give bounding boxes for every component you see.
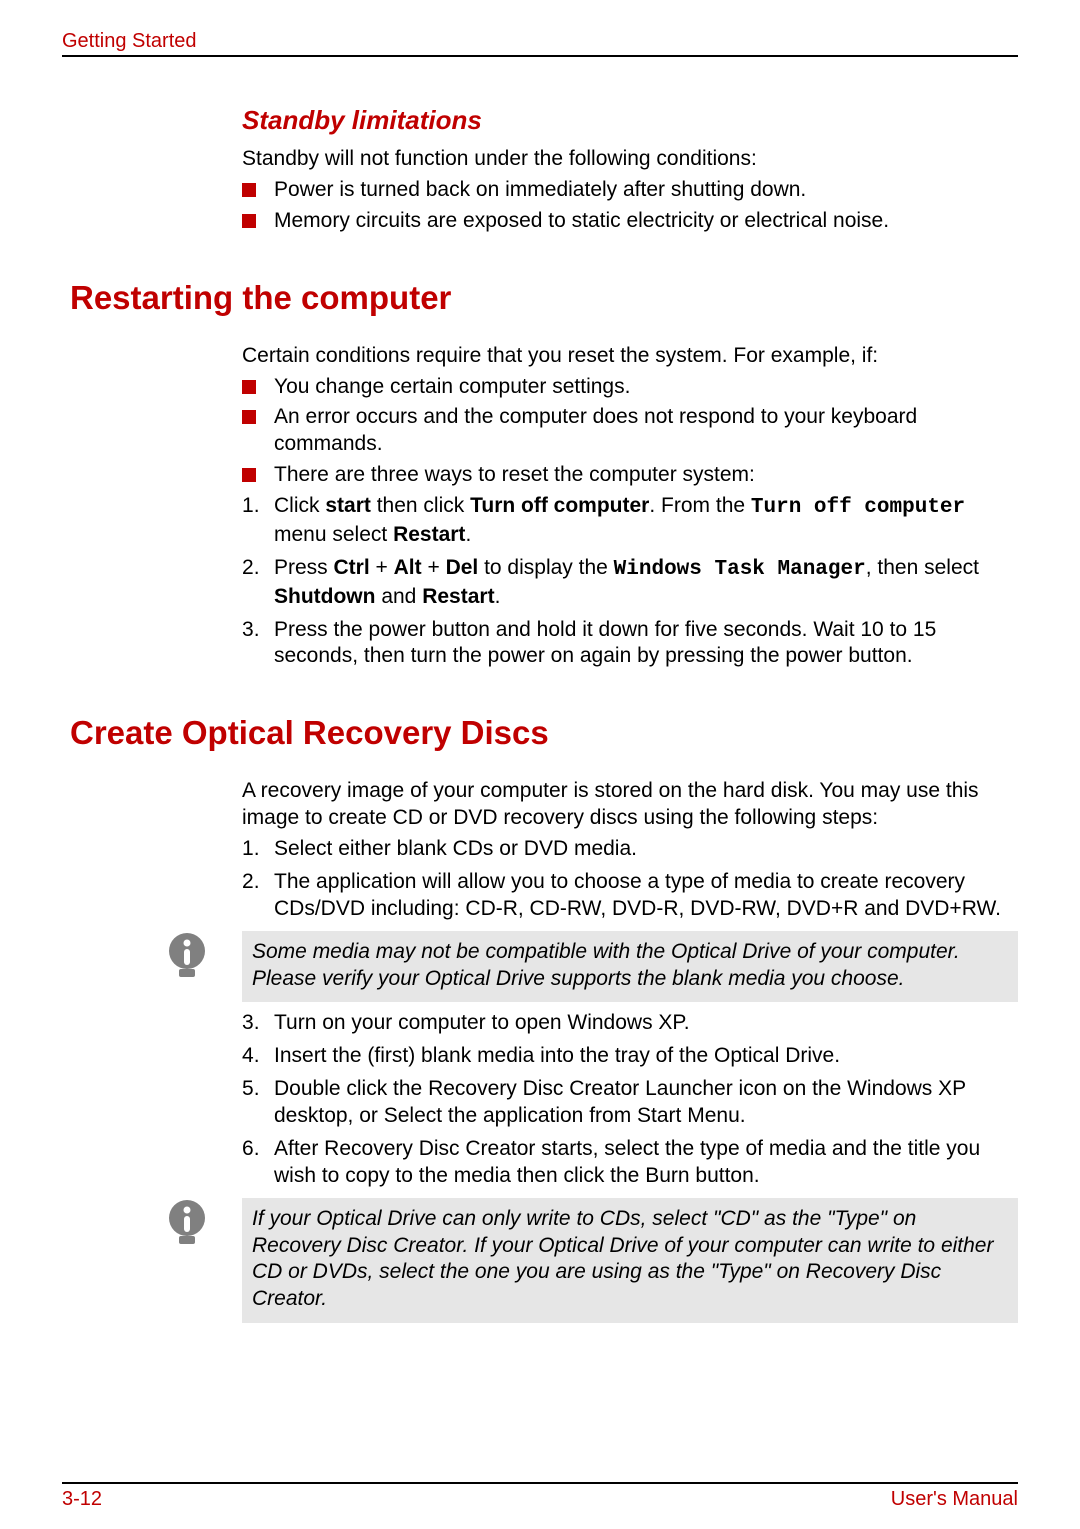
note-text: If your Optical Drive can only write to … [252, 1207, 993, 1311]
text: Press [274, 556, 334, 579]
recovery-steps-a: Select either blank CDs or DVD media. Th… [242, 836, 1018, 923]
list-item: Memory circuits are exposed to static el… [242, 208, 1018, 235]
text: , then select [866, 556, 979, 579]
footer: 3-12 User's Manual [62, 1482, 1018, 1511]
header: Getting Started [62, 30, 1018, 57]
page-number: 3-12 [62, 1488, 102, 1511]
subheading-standby: Standby limitations [242, 105, 1018, 136]
text: . [495, 585, 501, 608]
note-box: Some media may not be compatible with th… [242, 931, 1018, 1003]
text-mono: Turn off computer [751, 496, 965, 519]
text: Click [274, 494, 325, 517]
list-item: An error occurs and the computer does no… [242, 404, 1018, 458]
info-icon [162, 931, 212, 981]
info-icon [162, 1198, 212, 1248]
text: . [465, 523, 471, 546]
standby-intro: Standby will not function under the foll… [242, 146, 1018, 173]
text-bold: Alt [394, 556, 422, 579]
text: and [375, 585, 422, 608]
list-item: The application will allow you to choose… [242, 869, 1018, 923]
heading-recovery: Create Optical Recovery Discs [70, 714, 1018, 752]
list-item: Double click the Recovery Disc Creator L… [242, 1076, 1018, 1130]
text-bold: start [325, 494, 371, 517]
list-item: Press Ctrl + Alt + Del to display the Wi… [242, 555, 1018, 611]
list-item: Turn on your computer to open Windows XP… [242, 1010, 1018, 1037]
text-bold: Restart [422, 585, 494, 608]
restart-steps: Click start then click Turn off computer… [242, 493, 1018, 670]
recovery-steps-b: Turn on your computer to open Windows XP… [242, 1010, 1018, 1189]
recovery-intro: A recovery image of your computer is sto… [242, 778, 1018, 832]
list-item: Press the power button and hold it down … [242, 617, 1018, 671]
text: + [370, 556, 394, 579]
text-mono: Windows Task Manager [614, 558, 866, 581]
heading-restart: Restarting the computer [70, 279, 1018, 317]
text-bold: Del [446, 556, 479, 579]
text-bold: Ctrl [334, 556, 370, 579]
text: + [422, 556, 446, 579]
list-item: After Recovery Disc Creator starts, sele… [242, 1136, 1018, 1190]
text: to display the [478, 556, 613, 579]
list-item: You change certain computer settings. [242, 374, 1018, 401]
text: menu select [274, 523, 393, 546]
list-item: Insert the (first) blank media into the … [242, 1043, 1018, 1070]
list-item: Click start then click Turn off computer… [242, 493, 1018, 549]
header-section: Getting Started [62, 30, 197, 53]
note-text: Some media may not be compatible with th… [252, 940, 960, 990]
text-bold: Shutdown [274, 585, 375, 608]
list-item: Select either blank CDs or DVD media. [242, 836, 1018, 863]
restart-bullets: You change certain computer settings. An… [242, 374, 1018, 490]
manual-label: User's Manual [891, 1488, 1018, 1511]
note-box: If your Optical Drive can only write to … [242, 1198, 1018, 1324]
restart-intro: Certain conditions require that you rese… [242, 343, 1018, 370]
page: Getting Started Standby limitations Stan… [0, 0, 1080, 1529]
list-item: There are three ways to reset the comput… [242, 462, 1018, 489]
list-item: Power is turned back on immediately afte… [242, 177, 1018, 204]
text: . From the [649, 494, 751, 517]
text: then click [371, 494, 470, 517]
text-bold: Restart [393, 523, 465, 546]
text-bold: Turn off computer [470, 494, 649, 517]
standby-bullets: Power is turned back on immediately afte… [242, 177, 1018, 235]
